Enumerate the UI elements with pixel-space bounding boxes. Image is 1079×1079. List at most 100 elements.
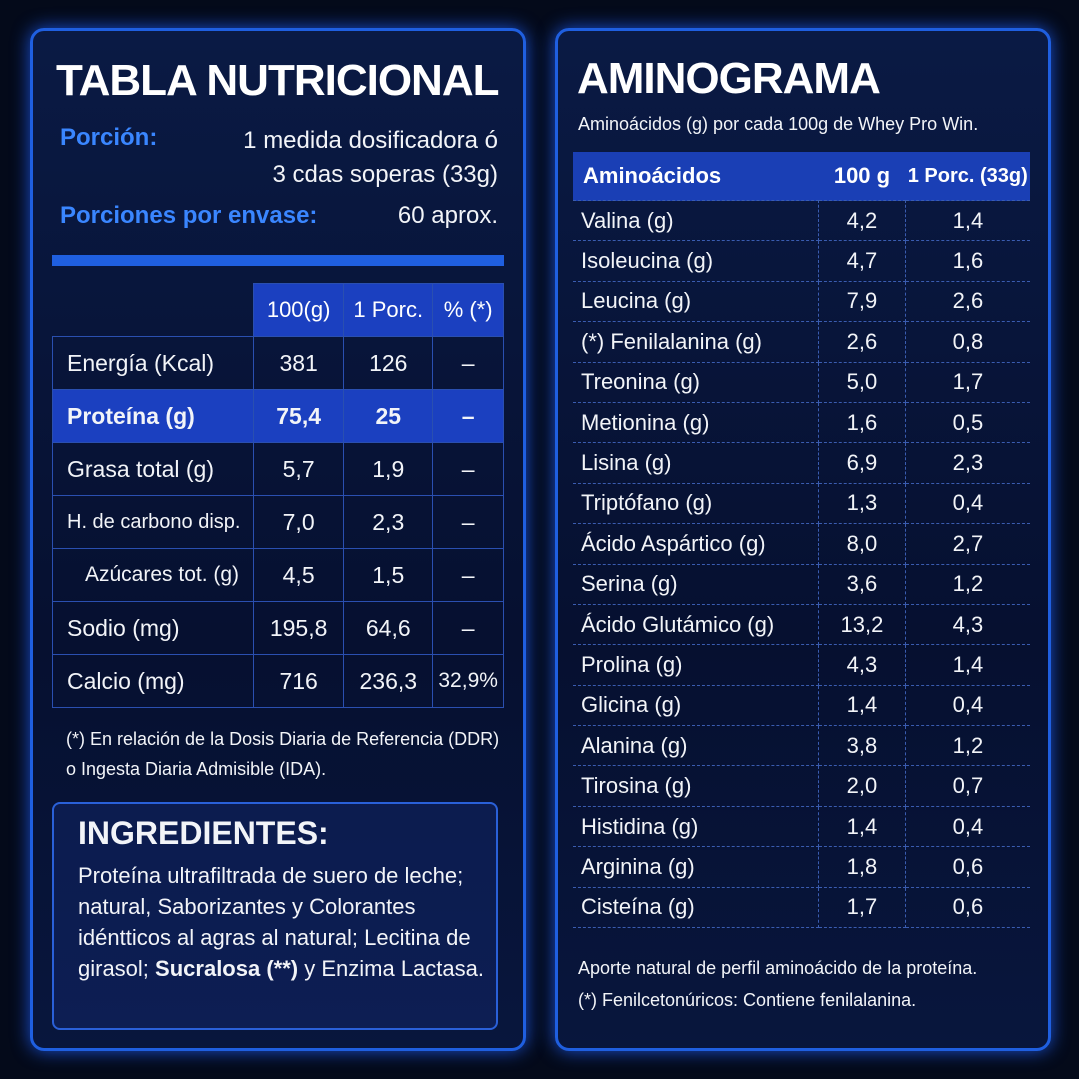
- ingredients-text: Proteína ultrafiltrada de suero de leche…: [78, 860, 488, 984]
- amino-name: Arginina (g): [573, 846, 819, 888]
- amino-name: Serina (g): [573, 563, 819, 605]
- amino-value: 5,0: [817, 361, 906, 403]
- amino-value: 4,3: [817, 644, 906, 686]
- amino-name: Glicina (g): [573, 684, 819, 727]
- nutrient-value: –: [432, 336, 504, 390]
- serving-value: 1 medida dosificadora ó 3 cdas soperas (…: [243, 127, 498, 188]
- amino-value: 4,7: [817, 240, 906, 282]
- amino-value: 0,6: [904, 886, 1030, 929]
- amino-row: Treonina (g) 5,0 1,7: [573, 361, 1030, 403]
- amino-value: 1,3: [817, 482, 906, 525]
- nutrition-row: Azúcares tot. (g) 4,5 1,5–: [51, 548, 504, 602]
- nutrient-value: –: [432, 389, 504, 443]
- nutrient-value: 1,9: [343, 442, 434, 496]
- nutrient-value: 5,7: [253, 442, 345, 496]
- nutrition-title: TABLA NUTRICIONAL: [56, 56, 499, 105]
- column-header: Aminoácidos: [573, 152, 819, 201]
- aminogram-note: (*) Fenilcetonúricos: Contiene fenilalan…: [578, 990, 917, 1010]
- amino-value: 2,6: [904, 280, 1030, 323]
- ingredients-bold: Sucralosa (**): [155, 956, 299, 981]
- amino-row: Alanina (g) 3,8 1,2: [573, 725, 1030, 767]
- amino-name: Treonina (g): [573, 361, 819, 403]
- amino-name: Isoleucina (g): [573, 240, 819, 282]
- amino-row: Cisteína (g) 1,7 0,6: [573, 886, 1030, 929]
- amino-value: 2,7: [904, 523, 1030, 565]
- amino-value: 1,4: [904, 199, 1030, 242]
- amino-name: Leucina (g): [573, 280, 819, 323]
- nutrient-value: 64,6: [343, 601, 434, 655]
- amino-value: 2,3: [904, 442, 1030, 484]
- amino-value: 7,9: [817, 280, 906, 323]
- nutrient-value: 1,5: [343, 548, 434, 602]
- aminogram-note: Aporte natural de perfil aminoácido de l…: [578, 958, 978, 978]
- nutrient-name: Energía (Kcal): [51, 336, 255, 390]
- column-header: % (*): [432, 283, 504, 337]
- nutrition-row: Sodio (mg) 195,8 64,6–: [51, 601, 504, 655]
- amino-row: Lisina (g) 6,9 2,3: [573, 442, 1030, 484]
- amino-value: 1,2: [904, 725, 1030, 767]
- amino-row: Triptófano (g) 1,3 0,4: [573, 482, 1030, 525]
- amino-value: 1,4: [817, 684, 906, 727]
- amino-value: 8,0: [817, 523, 906, 565]
- amino-value: 1,8: [817, 846, 906, 888]
- header-empty: [53, 284, 254, 337]
- nutrient-value: 4,5: [253, 548, 345, 602]
- amino-value: 0,5: [904, 401, 1030, 444]
- amino-value: 1,7: [817, 886, 906, 929]
- amino-value: 1,6: [817, 401, 906, 444]
- amino-value: 1,6: [904, 240, 1030, 282]
- amino-row: Valina (g) 4,2 1,4: [573, 199, 1030, 242]
- amino-row: Serina (g) 3,6 1,2: [573, 563, 1030, 605]
- amino-row: Ácido Aspártico (g) 8,0 2,7: [573, 523, 1030, 565]
- amino-value: 2,0: [817, 765, 906, 807]
- amino-value: 6,9: [817, 442, 906, 484]
- amino-name: Triptófano (g): [573, 482, 819, 525]
- nutrition-table: 100(g) 1 Porc.% (*) Energía (Kcal) 381 126– P…: [51, 283, 504, 708]
- nutrient-value: –: [432, 442, 504, 496]
- nutrient-value: 2,3: [343, 495, 434, 549]
- nutrition-row: Proteína (g) 75,4 25–: [51, 389, 504, 443]
- nutrient-value: –: [432, 601, 504, 655]
- amino-value: 1,2: [904, 563, 1030, 605]
- nutrient-value: –: [432, 495, 504, 549]
- amino-name: Metionina (g): [573, 401, 819, 444]
- nutrient-value: –: [432, 548, 504, 602]
- amino-name: Ácido Aspártico (g): [573, 523, 819, 565]
- amino-value: 4,2: [817, 199, 906, 242]
- amino-name: Lisina (g): [573, 442, 819, 484]
- column-header: 100 g: [818, 152, 906, 201]
- column-header: 100(g): [253, 283, 345, 337]
- aminogram-subtitle: Aminoácidos (g) por cada 100g de Whey Pr…: [578, 114, 979, 134]
- nutrient-name: Azúcares tot. (g): [51, 548, 255, 602]
- nutrition-footnote: (*) En relación de la Dosis Diaria de Re…: [66, 729, 500, 779]
- nutrient-value: 25: [343, 389, 434, 443]
- nutrient-name: Proteína (g): [51, 389, 255, 443]
- nutrient-value: 236,3: [343, 654, 434, 708]
- amino-name: Valina (g): [573, 199, 819, 242]
- amino-name: Cisteína (g): [573, 886, 819, 929]
- amino-value: 3,6: [817, 563, 906, 605]
- amino-value: 0,4: [904, 684, 1030, 727]
- header-row: 100(g) 1 Porc.% (*): [53, 283, 504, 337]
- aminogram-title: AMINOGRAMA: [577, 54, 881, 103]
- nutrition-row: Energía (Kcal) 381 126–: [51, 336, 504, 390]
- nutrient-name: Grasa total (g): [51, 442, 255, 496]
- amino-value: 1,7: [904, 361, 1030, 403]
- amino-name: (*) Fenilalanina (g): [573, 321, 819, 363]
- nutrient-value: 126: [343, 336, 434, 390]
- serving-label: Porción:: [60, 124, 158, 151]
- amino-value: 0,8: [904, 321, 1030, 363]
- amino-value: 1,4: [904, 644, 1030, 686]
- nutrition-row: Grasa total (g) 5,7 1,9–: [51, 442, 504, 496]
- amino-name: Prolina (g): [573, 644, 819, 686]
- column-header: 1 Porc. (33g): [905, 152, 1030, 201]
- amino-row: Isoleucina (g) 4,7 1,6: [573, 240, 1030, 282]
- amino-value: 0,4: [904, 482, 1030, 525]
- amino-value: 3,8: [817, 725, 906, 767]
- ingredients-title: INGREDIENTES:: [78, 815, 329, 851]
- ingredients-text-part: y Enzima Lactasa.: [304, 956, 484, 981]
- nutrient-value: 195,8: [253, 601, 345, 655]
